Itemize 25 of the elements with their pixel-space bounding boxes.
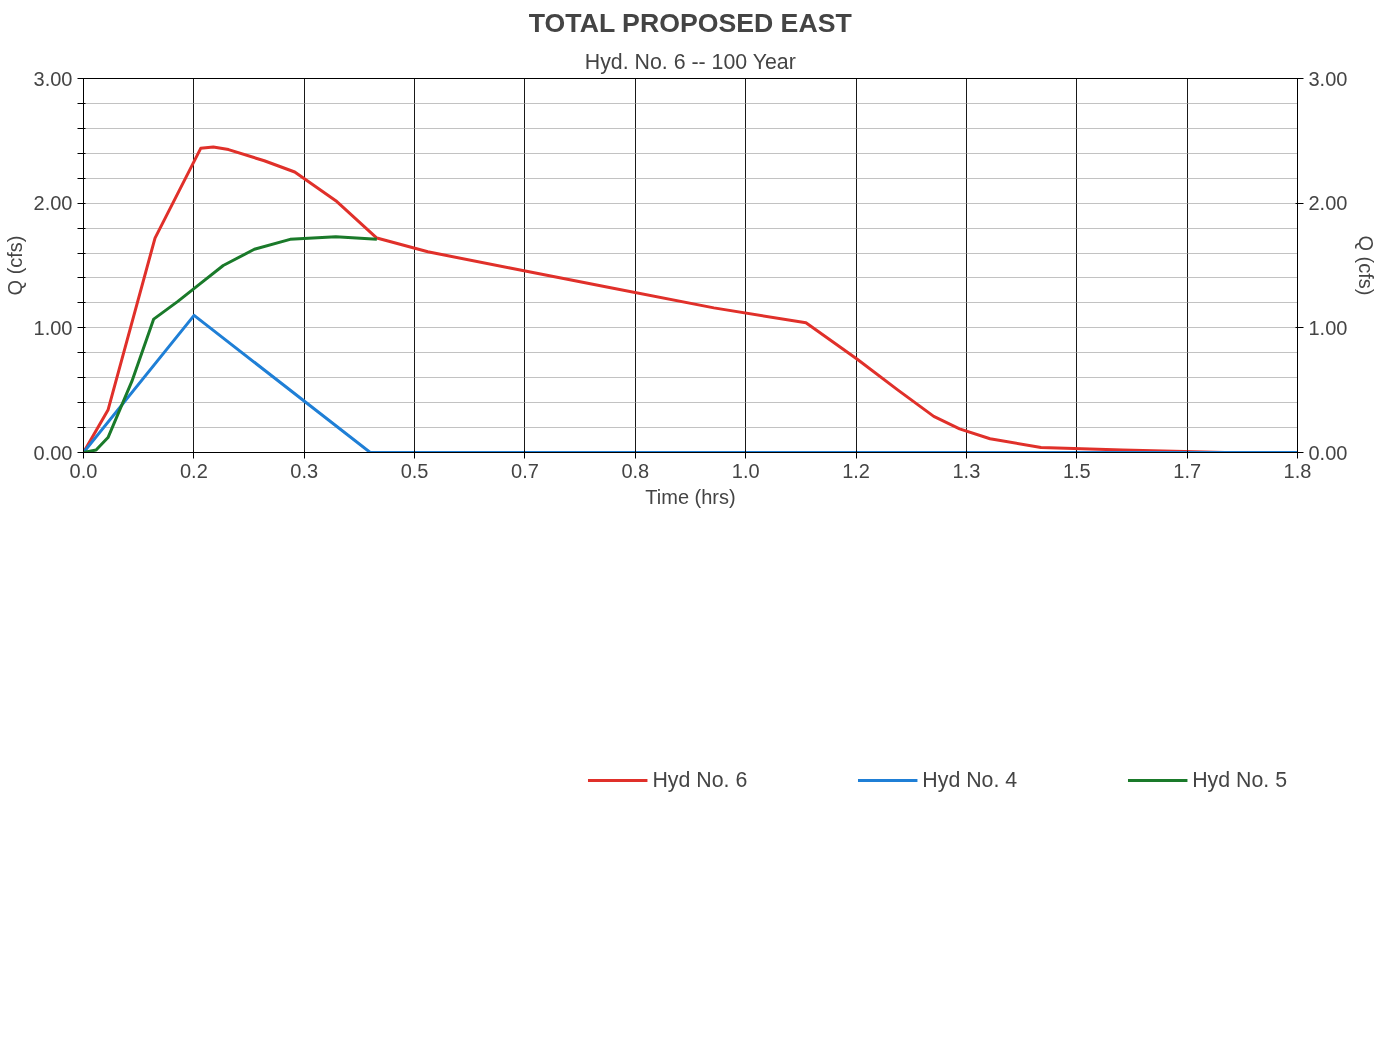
x-tick-label: 1.2 (842, 459, 870, 482)
legend-label: Hyd No. 6 (652, 767, 748, 793)
x-axis-title: Time (hrs) (645, 485, 736, 508)
y2-axis-title: Q (cfs) (1355, 235, 1378, 296)
x-tick-label: 1.7 (1173, 459, 1202, 482)
legend-label: Hyd No. 4 (922, 767, 1018, 793)
x-tick-label: 0.3 (290, 459, 319, 482)
y-axis-title: Q (cfs) (3, 235, 26, 296)
chart-title: TOTAL PROPOSED EAST (528, 7, 852, 38)
y-tick-label: 3.00 (33, 67, 73, 90)
x-tick-label: 0.5 (400, 459, 429, 482)
x-tick-label: 1.0 (731, 459, 760, 482)
y2-tick-label: 2.00 (1308, 192, 1348, 215)
x-tick-label: 1.5 (1062, 459, 1091, 482)
y2-tick-label: 3.00 (1308, 67, 1348, 90)
x-tick-label: 0.7 (511, 459, 539, 482)
x-tick-label: 1.3 (952, 459, 981, 482)
y-tick-label: 2.00 (33, 192, 73, 215)
y2-tick-label: 1.00 (1308, 316, 1348, 339)
legend-label: Hyd No. 5 (1192, 767, 1287, 793)
y-tick-label: 1.00 (33, 316, 73, 339)
x-tick-label: 0.8 (621, 459, 650, 482)
chart-subtitle: Hyd. No. 6 -- 100 Year (584, 49, 796, 74)
line-series (83, 235, 379, 453)
x-tick-label: 0.2 (179, 459, 208, 482)
